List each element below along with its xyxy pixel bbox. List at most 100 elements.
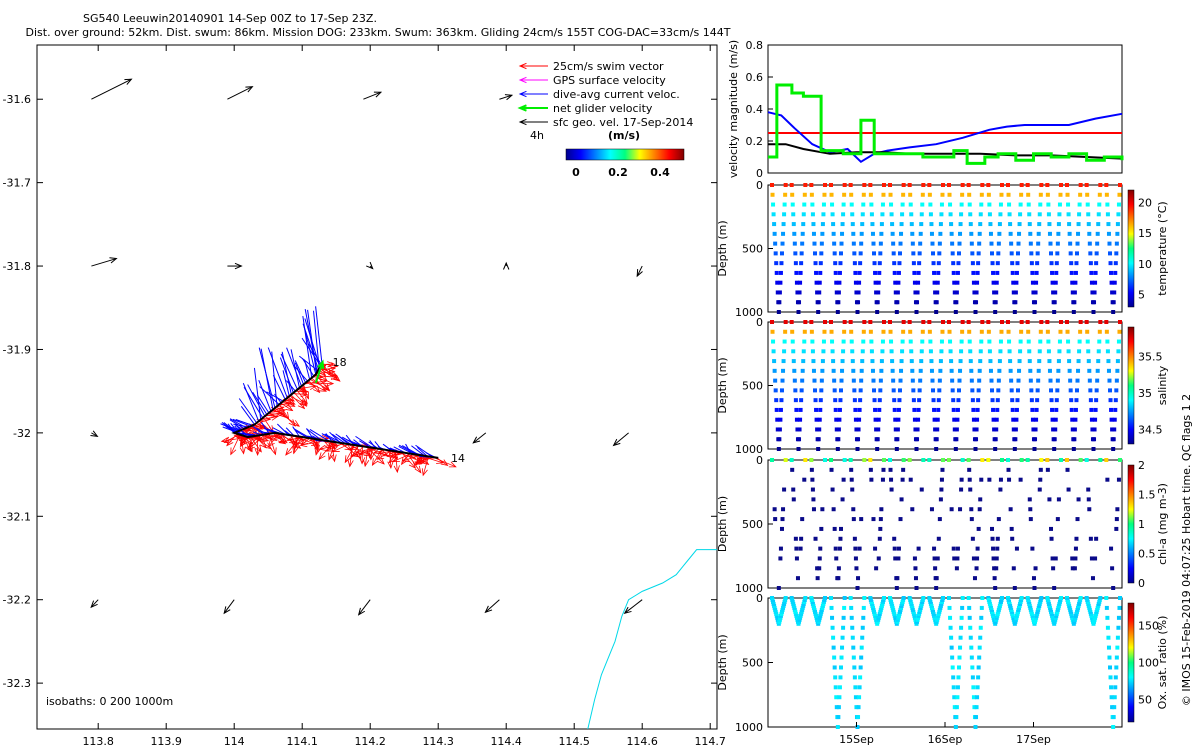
sal-point: [1054, 398, 1059, 403]
map-ytick-label: -32.2: [3, 594, 31, 607]
temp-point: [833, 270, 838, 275]
ox-point: [958, 645, 963, 650]
chl-point: [952, 556, 957, 561]
chl-point: [818, 546, 823, 551]
temp-point: [858, 251, 863, 256]
swim-vector-head: [387, 461, 394, 469]
sal-point: [842, 329, 847, 334]
velocity-panel: velocity magnitude (m/s) 00.20.40.60.8: [727, 39, 1124, 180]
chl-point: [1025, 458, 1030, 462]
ox-point: [857, 685, 862, 690]
temp-point: [921, 183, 926, 187]
chl-point: [975, 556, 980, 561]
swim-vector-head: [303, 391, 309, 400]
temp-point: [975, 270, 980, 275]
sal-point: [949, 359, 954, 364]
sal-point: [1117, 329, 1122, 334]
sfc-vector-head: [245, 86, 254, 93]
ox-point: [901, 596, 906, 600]
ox-point: [954, 705, 959, 710]
temp-point: [1034, 270, 1039, 275]
chl-point: [938, 497, 943, 502]
temp-point: [880, 202, 885, 207]
sal-point: [772, 368, 777, 373]
map-xtick-label: 113.8: [82, 735, 114, 748]
temp-point: [1068, 251, 1073, 256]
temp-point: [1025, 183, 1030, 187]
chl-point: [810, 477, 815, 482]
sal-point: [890, 368, 895, 373]
sal-point: [1114, 388, 1119, 393]
temp-point: [879, 222, 884, 227]
sal-point: [797, 427, 802, 432]
temp-point: [992, 290, 997, 295]
chl-point: [850, 487, 855, 492]
sal-point: [987, 349, 992, 354]
ox-point: [838, 665, 843, 670]
sal-point: [895, 427, 900, 432]
ox-point: [1105, 615, 1110, 620]
temp-point: [1115, 222, 1120, 227]
sal-point: [776, 447, 781, 451]
chl-point: [990, 526, 995, 531]
sal-point: [837, 407, 842, 412]
sal-point: [913, 427, 918, 432]
sal-point: [909, 359, 914, 364]
legend-arrow-head: [517, 104, 527, 112]
sal-point: [861, 329, 866, 334]
chl-point: [1038, 477, 1043, 482]
sal-point: [775, 427, 780, 432]
chl-point: [857, 546, 862, 551]
chl-point: [969, 507, 974, 512]
temp-point: [899, 222, 904, 227]
swim-vector: [287, 396, 295, 402]
chl-point: [1055, 517, 1060, 522]
chl-point: [959, 487, 964, 492]
chl-point: [937, 517, 942, 522]
chl-point: [848, 458, 853, 462]
sal-point: [929, 368, 934, 373]
ox-point: [823, 596, 827, 600]
sal-colorbar-tick: 35: [1138, 387, 1152, 400]
swim-vector: [414, 454, 429, 465]
temp-point: [851, 231, 856, 236]
chl-point: [815, 566, 820, 571]
ox-point: [941, 596, 945, 600]
temp-point: [1073, 280, 1078, 285]
sal-point: [861, 339, 866, 344]
swim-vector-head: [344, 444, 353, 451]
sal-point: [978, 349, 983, 354]
temp-point: [837, 280, 842, 285]
temp-point: [794, 270, 799, 275]
ox-xtick-label: 16Sep: [928, 733, 963, 746]
temp-point: [1089, 280, 1094, 285]
temp-point: [777, 300, 782, 305]
swim-vector: [344, 444, 356, 463]
temp-point: [875, 300, 880, 305]
sal-point: [840, 359, 845, 364]
legend-label: GPS surface velocity: [553, 74, 666, 87]
sfc-vector: [636, 265, 643, 277]
temp-point: [910, 241, 915, 246]
temp-point: [1017, 231, 1022, 236]
sal-point: [953, 447, 958, 451]
map-ytick-label: -32.3: [3, 677, 31, 690]
temp-point: [937, 251, 942, 256]
temp-point: [1049, 261, 1054, 266]
sal-point: [1032, 447, 1037, 451]
ox-point: [1116, 625, 1121, 630]
chl-point: [929, 507, 934, 512]
sal-point: [919, 359, 924, 364]
sal-point: [1093, 417, 1098, 422]
temp-point: [876, 280, 881, 285]
sal-point: [917, 388, 922, 393]
temp-point: [1055, 251, 1060, 256]
temp-point: [1096, 222, 1101, 227]
chl-point: [966, 458, 971, 462]
temp-point: [835, 310, 840, 314]
temp-point: [1113, 261, 1118, 266]
chl-point: [955, 546, 960, 551]
ox-point: [955, 695, 960, 700]
sal-point: [941, 320, 945, 324]
